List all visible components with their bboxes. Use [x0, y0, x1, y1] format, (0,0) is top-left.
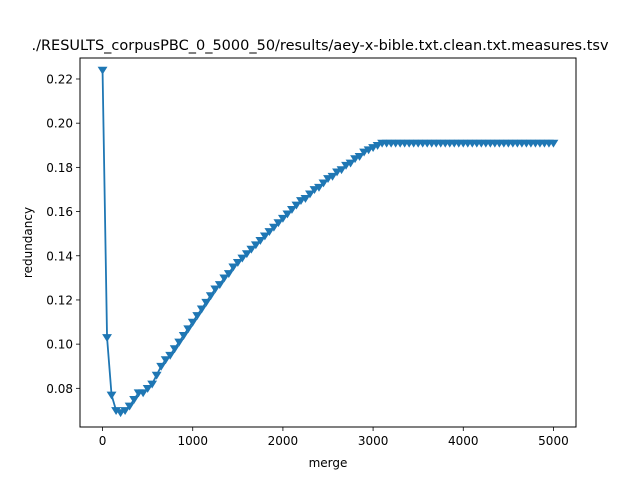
- data-point: [359, 148, 369, 157]
- x-tick-label: 4000: [448, 434, 479, 448]
- data-point: [219, 274, 230, 283]
- data-point: [548, 139, 559, 148]
- x-tick-label: 2000: [268, 434, 299, 448]
- data-point: [183, 325, 194, 334]
- plot-area: [97, 66, 559, 418]
- data-point: [120, 407, 131, 415]
- data-point: [160, 356, 171, 365]
- data-point: [201, 298, 212, 307]
- data-point: [264, 228, 275, 236]
- data-point: [372, 141, 383, 150]
- data-point: [178, 331, 189, 340]
- data-point: [314, 183, 324, 192]
- data-point: [332, 168, 342, 177]
- data-point: [210, 285, 221, 294]
- data-point: [196, 305, 207, 314]
- data-point: [255, 236, 266, 245]
- data-point: [273, 219, 284, 228]
- y-tick-label: 0.16: [46, 205, 73, 219]
- data-point: [165, 351, 176, 360]
- data-point: [305, 190, 315, 199]
- data-point: [246, 245, 257, 254]
- data-point: [277, 214, 288, 223]
- data-point: [241, 250, 252, 259]
- data-point: [192, 312, 203, 320]
- data-point: [187, 318, 198, 327]
- data-point: [228, 263, 239, 272]
- data-point: [309, 186, 320, 195]
- data-point: [129, 396, 140, 404]
- data-point: [97, 66, 108, 75]
- data-point: [336, 166, 347, 175]
- y-axis-label: redundancy: [21, 207, 35, 278]
- x-tick-label: 1000: [177, 434, 208, 448]
- data-point: [354, 152, 365, 161]
- data-point: [106, 391, 117, 400]
- data-point: [223, 270, 234, 278]
- data-point: [341, 161, 351, 170]
- data-point: [174, 338, 185, 347]
- data-point: [151, 371, 162, 380]
- data-point: [205, 292, 216, 301]
- x-axis-label: merge: [309, 456, 348, 470]
- y-tick-label: 0.14: [46, 249, 73, 263]
- data-point: [237, 254, 248, 263]
- chart-title: ./RESULTS_corpusPBC_0_5000_50/results/ae…: [31, 38, 608, 54]
- x-tick-label: 5000: [538, 434, 569, 448]
- data-point: [318, 179, 329, 188]
- data-point: [291, 201, 302, 210]
- data-point: [363, 146, 374, 155]
- data-point: [287, 206, 297, 214]
- data-point: [300, 194, 311, 203]
- data-point: [124, 402, 135, 411]
- data-point: [327, 172, 338, 181]
- data-point: [268, 223, 279, 232]
- x-tick-label: 0: [99, 434, 107, 448]
- y-tick-label: 0.08: [46, 382, 73, 396]
- data-point: [232, 259, 243, 267]
- data-point: [282, 210, 293, 219]
- axes-frame: [79, 57, 577, 428]
- data-point: [138, 389, 149, 398]
- data-point: [214, 281, 225, 290]
- y-tick-label: 0.12: [46, 293, 73, 307]
- y-tick-label: 0.10: [46, 338, 73, 352]
- data-point: [250, 241, 261, 250]
- data-point: [102, 334, 112, 343]
- data-point: [259, 232, 270, 241]
- axis-ticks: 0 1000 2000 3000 4000 5000 0.08 0.10 0.12 0.14 0.1…: [46, 72, 568, 448]
- data-point: [345, 159, 356, 168]
- data-point: [156, 362, 167, 371]
- data-point: [169, 345, 180, 354]
- data-point: [296, 197, 306, 206]
- data-point: [142, 384, 153, 393]
- x-tick-label: 3000: [358, 434, 389, 448]
- data-point: [115, 409, 126, 418]
- data-point: [368, 144, 379, 153]
- data-point: [147, 380, 158, 389]
- data-point: [323, 175, 333, 183]
- data-point: [350, 155, 360, 164]
- y-tick-label: 0.20: [46, 117, 73, 131]
- y-tick-label: 0.18: [46, 161, 73, 175]
- y-tick-label: 0.22: [46, 72, 73, 86]
